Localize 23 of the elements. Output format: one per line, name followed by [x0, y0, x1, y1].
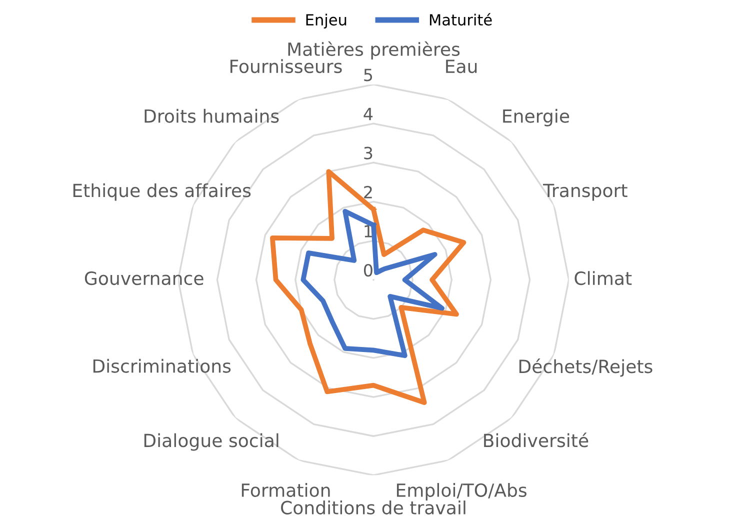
- y-tick-label: 0: [364, 264, 372, 277]
- spoke-label: Ethique des affaires: [73, 183, 251, 201]
- spoke-label: Emploi/TO/Abs: [396, 483, 526, 501]
- y-tick-label: 2: [364, 186, 372, 198]
- legend-label: Maturité: [430, 13, 492, 26]
- spoke-label: Eau: [446, 60, 477, 74]
- spoke-label: Formation: [242, 483, 330, 498]
- spoke-label: Biodiversité: [484, 432, 588, 448]
- spoke-label: Discriminations: [93, 358, 231, 373]
- spoke-label: Déchets/Rejets: [519, 358, 652, 377]
- y-tick-label: 5: [364, 68, 372, 82]
- y-tick-label: 3: [364, 146, 372, 160]
- spoke-label: Dialogue social: [144, 433, 278, 451]
- y-tick-label: 4: [364, 108, 373, 120]
- spoke-label: Matières premières: [288, 41, 460, 60]
- spoke-label: Energie: [503, 108, 570, 126]
- spoke-label: Gouvernance: [84, 271, 204, 286]
- spoke-label: Fournisseurs: [230, 59, 342, 74]
- legend-label: Enjeu: [306, 14, 346, 29]
- spoke-label: Conditions de travail: [281, 500, 466, 514]
- spoke-label: Droits humains: [144, 108, 279, 123]
- spoke-label: Transport: [543, 184, 628, 201]
- spoke-label: Climat: [574, 271, 632, 286]
